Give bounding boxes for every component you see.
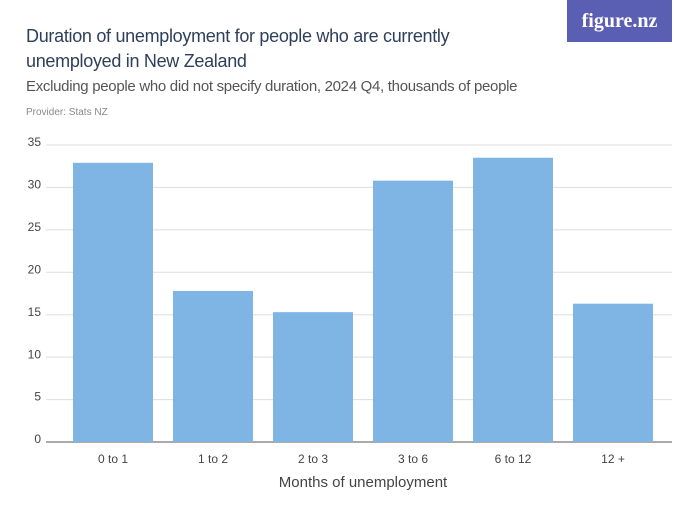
x-tick-label: 0 to 1 bbox=[98, 452, 128, 466]
bar bbox=[173, 290, 253, 442]
bar bbox=[373, 180, 453, 442]
y-tick-label: 25 bbox=[28, 220, 42, 234]
bar bbox=[73, 162, 153, 442]
bar bbox=[273, 312, 353, 442]
x-tick-label: 1 to 2 bbox=[198, 452, 228, 466]
x-tick-label: 6 to 12 bbox=[495, 452, 532, 466]
y-tick-label: 35 bbox=[28, 135, 42, 149]
y-tick-label: 5 bbox=[34, 390, 41, 404]
logo[interactable]: figure.nz bbox=[567, 0, 672, 42]
x-tick-label: 12 + bbox=[601, 452, 625, 466]
x-axis-label: Months of unemployment bbox=[279, 474, 448, 491]
y-tick-label: 30 bbox=[28, 178, 42, 192]
y-tick-label: 0 bbox=[34, 432, 41, 446]
x-tick-label: 3 to 6 bbox=[398, 452, 428, 466]
bar bbox=[573, 303, 653, 442]
provider: Provider: Stats NZ bbox=[26, 107, 108, 118]
y-tick-label: 20 bbox=[28, 262, 42, 276]
x-tick-label: 2 to 3 bbox=[298, 452, 328, 466]
y-tick-label: 15 bbox=[28, 305, 42, 319]
bar bbox=[473, 157, 553, 442]
y-tick-label: 10 bbox=[28, 347, 42, 361]
chart-title: Duration of unemployment for people who … bbox=[26, 26, 450, 71]
chart-subtitle: Excluding people who did not specify dur… bbox=[26, 78, 518, 95]
